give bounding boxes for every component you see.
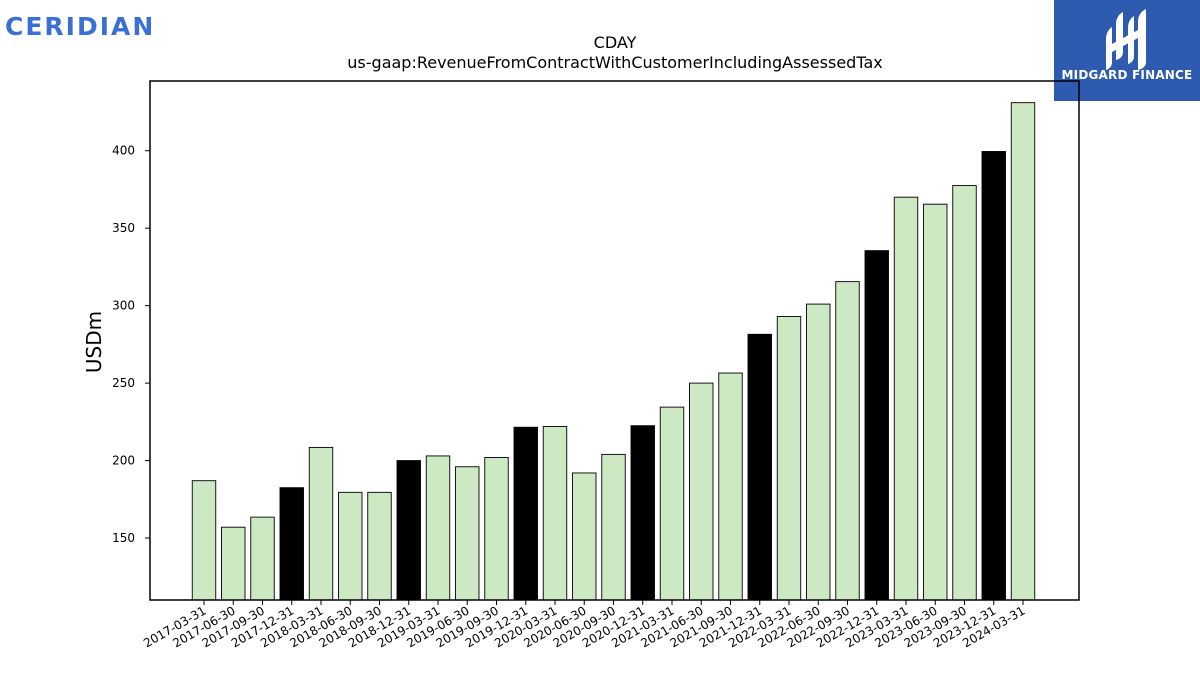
bar-2019-12-31 bbox=[513, 426, 538, 601]
bar-2020-12-31 bbox=[630, 425, 655, 601]
bar-2019-03-31 bbox=[425, 455, 451, 601]
bar-2020-09-30 bbox=[601, 453, 626, 601]
y-tick-label: 300 bbox=[112, 299, 135, 313]
bar-2023-09-30 bbox=[952, 185, 977, 601]
bar-2021-03-31 bbox=[659, 406, 685, 601]
bar-2019-09-30 bbox=[484, 457, 509, 601]
bar-2021-09-30 bbox=[718, 372, 743, 601]
bar-2020-03-31 bbox=[542, 426, 568, 601]
bar-2021-12-31 bbox=[747, 333, 772, 601]
y-axis-label: USDm bbox=[82, 311, 106, 373]
bar-2022-09-30 bbox=[835, 281, 860, 601]
bar-2023-03-31 bbox=[893, 196, 919, 601]
bar-2023-06-30 bbox=[923, 203, 948, 601]
y-tick-label: 400 bbox=[112, 144, 135, 158]
bar-2018-03-31 bbox=[308, 446, 334, 601]
y-tick-label: 200 bbox=[112, 454, 135, 468]
bar-2021-06-30 bbox=[689, 382, 714, 601]
chart-subtitle: us-gaap:RevenueFromContractWithCustomerI… bbox=[347, 53, 882, 72]
y-tick-label: 250 bbox=[112, 376, 135, 390]
y-tick-label: 150 bbox=[112, 531, 135, 545]
bar-2022-06-30 bbox=[806, 303, 831, 601]
bars-group bbox=[191, 102, 1036, 601]
bar-2023-12-31 bbox=[981, 151, 1006, 601]
y-tick-label: 350 bbox=[112, 221, 135, 235]
bar-2022-12-31 bbox=[864, 250, 889, 601]
x-axis: 2017-03-312017-06-302017-09-302017-12-31… bbox=[141, 600, 1028, 650]
bar-2017-06-30 bbox=[221, 526, 246, 601]
y-axis: 150 200 250 300 350 400 bbox=[112, 144, 150, 545]
midgard-finance-label: MIDGARD FINANCE bbox=[1061, 68, 1193, 82]
midgard-finance-badge: MIDGARD FINANCE bbox=[1054, 0, 1200, 101]
bar-2022-03-31 bbox=[776, 316, 802, 601]
chart-title: CDAY bbox=[594, 33, 637, 52]
bar-2019-06-30 bbox=[455, 466, 480, 601]
bar-2020-06-30 bbox=[572, 472, 597, 601]
bar-2018-09-30 bbox=[367, 491, 392, 601]
bar-2018-12-31 bbox=[396, 460, 421, 601]
midgard-logo-icon bbox=[1106, 9, 1146, 70]
bar-2017-03-31 bbox=[191, 480, 217, 601]
bar-2017-09-30 bbox=[250, 516, 275, 601]
bar-2024-03-31 bbox=[1010, 102, 1036, 601]
company-logo: CERIDIAN bbox=[5, 12, 156, 41]
plot-frame bbox=[149, 80, 1080, 601]
bar-2017-12-31 bbox=[279, 487, 304, 601]
bar-2018-06-30 bbox=[338, 491, 363, 601]
